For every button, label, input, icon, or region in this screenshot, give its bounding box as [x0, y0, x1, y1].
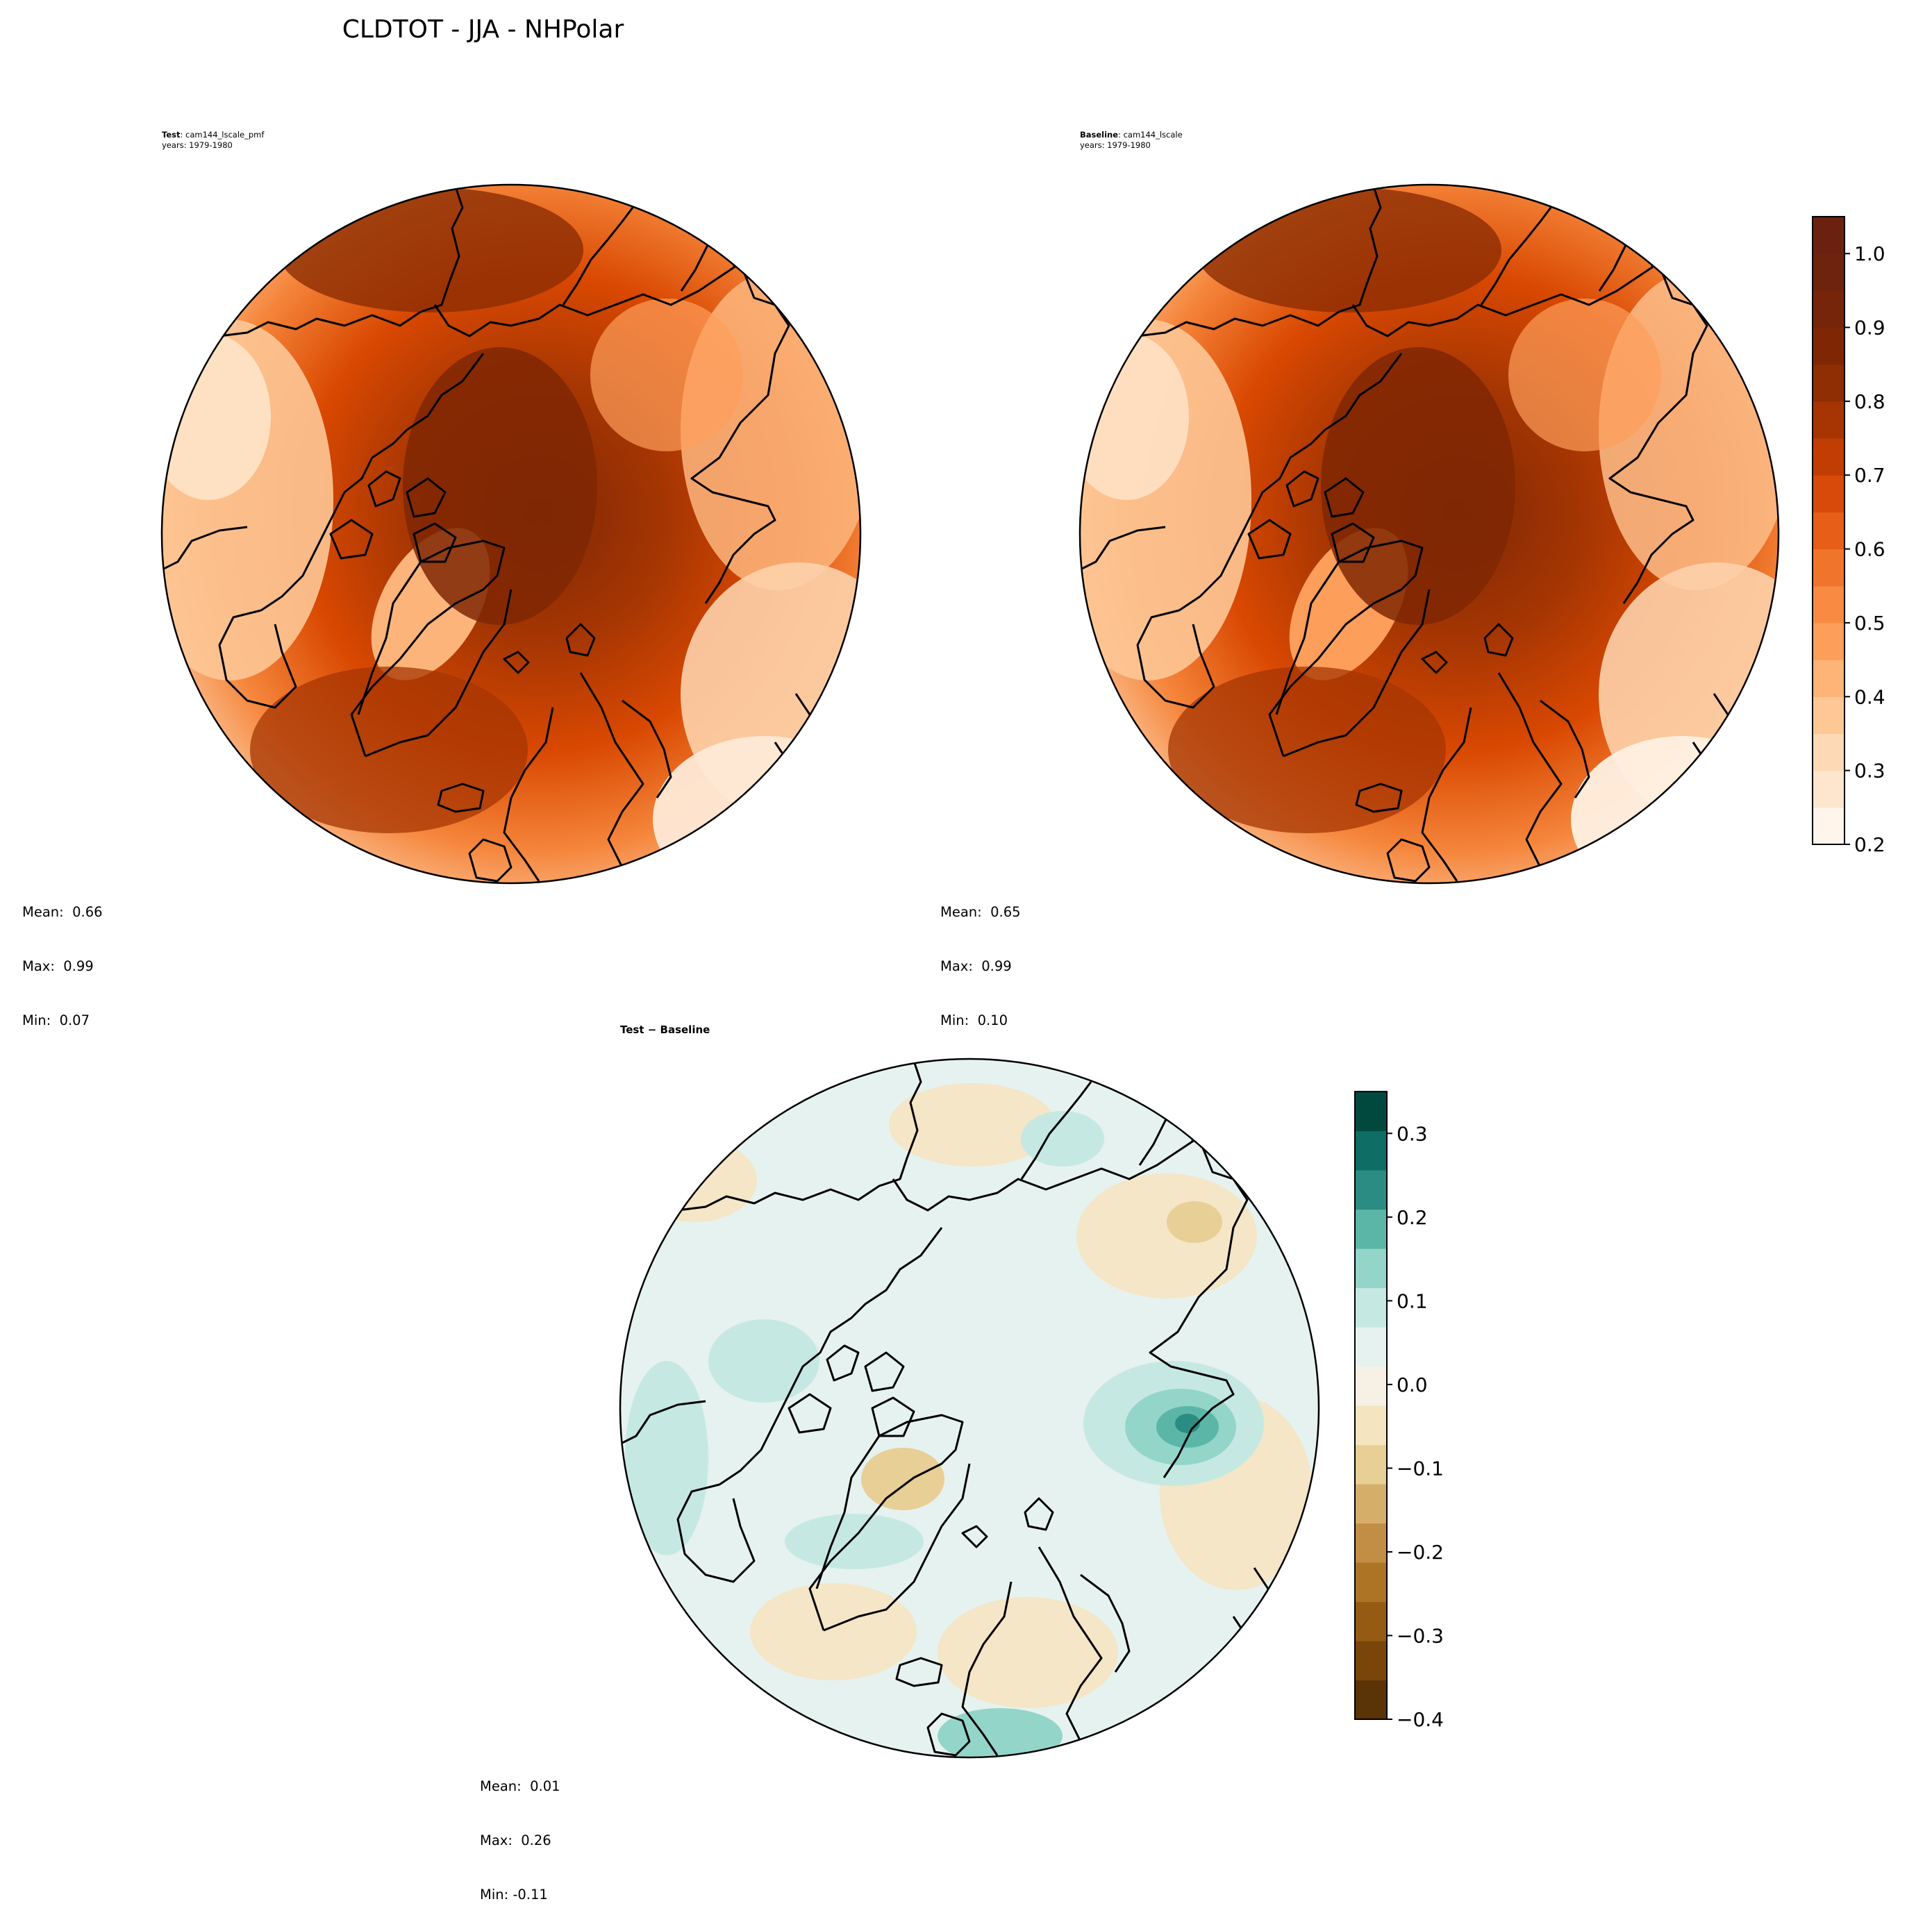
diff-max: Max: 0.26	[480, 1832, 551, 1848]
diff-colorbar-band	[1355, 1562, 1387, 1603]
baseline-colorbar-tick-label: 0.4	[1854, 685, 1885, 708]
baseline-colorbar-band	[1813, 549, 1844, 587]
diff-colorbar-band	[1355, 1523, 1387, 1563]
diff-panel-title: Test − Baseline	[620, 1025, 710, 1035]
baseline-colorbar-band	[1813, 217, 1844, 254]
diff-colorbar-tick-label: −0.3	[1397, 1624, 1444, 1647]
baseline-max: Max: 0.99	[940, 958, 1012, 974]
baseline-years: years: 1979-1980	[1080, 140, 1151, 150]
diff-colorbar: −0.4 −0.3 −0.2 −0.1 0.0 0.1 0.2 0.3	[1354, 1091, 1444, 1731]
baseline-colorbar-tick-label: 0.8	[1854, 390, 1885, 413]
baseline-colorbar-tick-label: 0.3	[1854, 760, 1885, 783]
test-case-name: : cam144_lscale_pmf	[180, 130, 265, 140]
baseline-colorbar-tick-label: 0.7	[1854, 464, 1885, 487]
diff-colorbar-band	[1355, 1327, 1387, 1367]
test-years: years: 1979-1980	[162, 140, 233, 150]
figure-title: CLDTOT - JJA - NHPolar	[342, 15, 624, 44]
baseline-colorbar-band	[1813, 475, 1844, 513]
diff-label: Test − Baseline	[620, 1023, 710, 1036]
diff-min: Min: -0.11	[480, 1887, 548, 1903]
baseline-colorbar: 0.2 0.3 0.4 0.5 0.6 0.7 0.8 0.9 1.0	[1812, 216, 1885, 856]
baseline-panel-title: Baseline: cam144_lscale years: 1979-1980	[1080, 130, 1183, 151]
diff-colorbar-band	[1355, 1641, 1387, 1681]
baseline-colorbar-band	[1813, 585, 1844, 624]
diff-colorbar-band	[1355, 1405, 1387, 1446]
diff-colorbar-tick-label: 0.3	[1397, 1122, 1428, 1145]
figure-canvas: 0.2 0.3 0.4 0.5 0.6 0.7 0.8 0.9 1.0 −0.4 −0.3 −0.2…	[160, 183, 1885, 1759]
baseline-label: Baseline	[1080, 130, 1119, 140]
baseline-colorbar-band	[1813, 327, 1844, 365]
baseline-colorbar-band	[1813, 290, 1844, 328]
baseline-colorbar-tick-label: 0.5	[1854, 612, 1885, 635]
baseline-colorbar-band	[1813, 622, 1844, 660]
baseline-colorbar-band	[1813, 401, 1844, 439]
baseline-colorbar-band	[1813, 253, 1844, 291]
diff-colorbar-tick-label: −0.4	[1397, 1708, 1444, 1731]
diff-colorbar-band	[1355, 1287, 1387, 1328]
baseline-colorbar-band	[1813, 696, 1844, 735]
diff-colorbar-band	[1355, 1484, 1387, 1524]
test-panel-title: Test: cam144_lscale_pmf years: 1979-1980	[162, 130, 264, 151]
baseline-colorbar-tick-label: 1.0	[1854, 242, 1885, 265]
diff-colorbar-band	[1355, 1209, 1387, 1249]
diff-colorbar-band	[1355, 1248, 1387, 1289]
test-map	[160, 183, 862, 885]
test-max: Max: 0.99	[22, 958, 94, 974]
diff-colorbar-tick-label: 0.0	[1397, 1373, 1428, 1396]
baseline-colorbar-tick-label: 0.6	[1854, 538, 1885, 561]
diff-colorbar-band	[1355, 1366, 1387, 1406]
diff-mean: Mean: 0.01	[480, 1778, 560, 1794]
baseline-colorbar-band	[1813, 364, 1844, 402]
diff-map	[619, 1058, 1320, 1759]
diff-colorbar-band	[1355, 1680, 1387, 1720]
diff-colorbar-band	[1355, 1092, 1387, 1132]
diff-colorbar-band	[1355, 1444, 1387, 1485]
baseline-colorbar-band	[1813, 660, 1844, 697]
test-mean: Mean: 0.66	[22, 904, 103, 920]
diff-colorbar-tick-label: 0.1	[1397, 1289, 1428, 1312]
baseline-case-name: : cam144_lscale	[1118, 130, 1183, 140]
test-stats: Mean: 0.66 Max: 0.99 Min: 0.07	[22, 867, 103, 1048]
baseline-colorbar-band	[1813, 807, 1844, 845]
diff-colorbar-tick-label: 0.2	[1397, 1206, 1428, 1229]
diff-colorbar-tick-label: −0.2	[1397, 1541, 1444, 1564]
baseline-colorbar-band	[1813, 512, 1844, 550]
baseline-colorbar-band	[1813, 770, 1844, 808]
baseline-stats: Mean: 0.65 Max: 0.99 Min: 0.10	[940, 867, 1021, 1048]
baseline-colorbar-band	[1813, 733, 1844, 771]
baseline-colorbar-tick-label: 0.2	[1854, 833, 1885, 856]
test-min: Min: 0.07	[22, 1012, 90, 1028]
baseline-colorbar-frame	[1812, 216, 1845, 845]
diff-colorbar-frame	[1354, 1091, 1388, 1720]
diff-colorbar-band	[1355, 1601, 1387, 1641]
baseline-colorbar-band	[1813, 438, 1844, 476]
baseline-colorbar-tick-label: 0.9	[1854, 317, 1885, 340]
baseline-min: Min: 0.10	[940, 1012, 1008, 1028]
baseline-mean: Mean: 0.65	[940, 904, 1021, 920]
test-label: Test	[162, 130, 181, 140]
diff-colorbar-band	[1355, 1170, 1387, 1210]
diff-colorbar-tick-label: −0.1	[1397, 1457, 1444, 1480]
diff-colorbar-band	[1355, 1130, 1387, 1171]
baseline-map	[1079, 183, 1780, 885]
